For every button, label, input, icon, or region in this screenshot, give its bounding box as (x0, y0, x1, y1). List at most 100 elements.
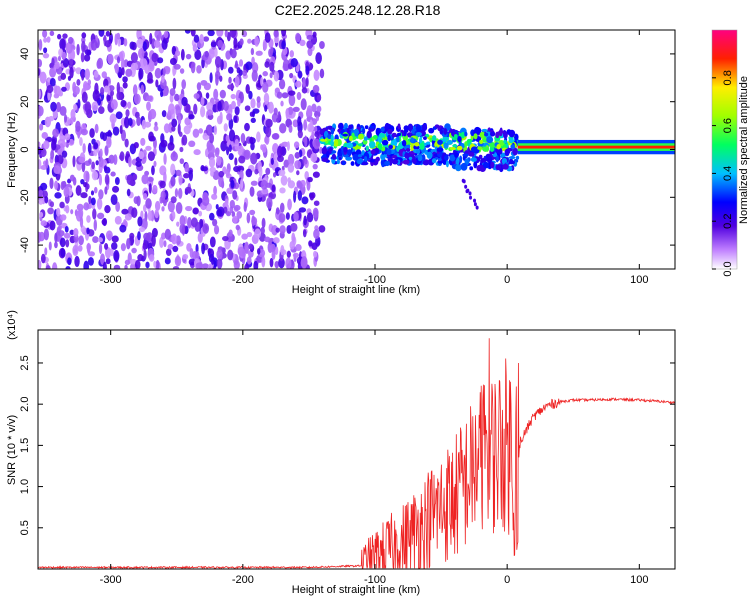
noise-blob (181, 96, 188, 107)
noise-blob (57, 55, 62, 62)
noise-blob (105, 258, 111, 265)
noise-blob (216, 209, 223, 217)
noise-blob (69, 229, 75, 236)
noise-blob (213, 185, 217, 196)
noise-blob (175, 169, 182, 177)
noise-blob (242, 69, 248, 77)
noise-blob (58, 230, 65, 237)
noise-blob (125, 109, 130, 118)
noise-blob (219, 89, 226, 99)
noise-blob (116, 81, 121, 94)
noise-blob (208, 212, 215, 221)
signal-blob (402, 159, 410, 165)
noise-blob (80, 128, 88, 136)
noise-blob (303, 119, 308, 131)
noise-blob (94, 123, 99, 134)
noise-blob (281, 92, 289, 99)
noise-blob (143, 249, 147, 260)
signal-blob (453, 134, 458, 139)
noise-blob (50, 101, 57, 112)
noise-blob (249, 111, 254, 117)
noise-blob (114, 176, 120, 185)
noise-blob (123, 38, 128, 47)
noise-blob (170, 151, 178, 162)
noise-blob (201, 242, 206, 255)
noise-blob (181, 134, 188, 146)
x-tick-label: -100 (364, 274, 386, 286)
noise-blob (262, 71, 269, 77)
noise-blob (224, 198, 229, 207)
signal-blob (426, 141, 431, 145)
noise-blob (164, 228, 172, 240)
noise-blob (223, 100, 229, 112)
noise-blob (293, 190, 297, 203)
spectrogram-ylabel: Frequency (Hz) (6, 112, 18, 188)
noise-blob (136, 116, 141, 127)
signal-band (319, 122, 520, 210)
noise-blob (132, 173, 138, 181)
noise-blob (205, 124, 213, 136)
noise-blob (195, 243, 199, 254)
noise-blob (90, 197, 96, 206)
noise-blob (61, 150, 68, 158)
noise-blob (121, 67, 125, 76)
noise-blob (297, 190, 302, 201)
noise-blob (170, 196, 177, 204)
noise-blob (210, 257, 215, 265)
noise-blob (138, 67, 144, 80)
snr-frame (37, 329, 676, 570)
noise-blob (264, 32, 271, 43)
noise-blob (185, 103, 191, 113)
noise-blob (216, 30, 224, 38)
noise-blob (280, 100, 284, 107)
noise-blob (131, 247, 137, 254)
noise-blob (86, 243, 92, 251)
noise-blob (102, 261, 107, 269)
noise-blob (207, 248, 212, 255)
signal-blob (364, 155, 368, 162)
noise-blob (265, 167, 271, 176)
noise-blob (273, 30, 279, 38)
noise-blob (281, 141, 289, 148)
noise-blob (311, 130, 315, 140)
noise-blob (240, 178, 244, 190)
signal-blob (473, 133, 478, 140)
noise-blob (246, 212, 251, 224)
noise-blob (103, 165, 108, 172)
noise-blob (175, 202, 183, 214)
spectrogram-xlabel: Height of straight line (km) (292, 284, 420, 296)
noise-blob (268, 48, 273, 58)
noise-blob (49, 201, 55, 208)
signal-blob (470, 157, 477, 162)
signal-blob (499, 140, 505, 147)
noise-blob (217, 100, 222, 112)
signal-blob (377, 142, 383, 150)
signal-blob (380, 126, 385, 132)
noise-blob (289, 50, 295, 58)
noise-blob (202, 195, 210, 207)
noise-blob (193, 34, 200, 43)
noise-blob (218, 175, 224, 188)
noise-blob (228, 144, 232, 152)
noise-blob (93, 142, 99, 150)
signal-blob (498, 128, 503, 137)
y-tick-label: 1.0 (19, 479, 31, 494)
streak-blob (466, 188, 470, 193)
noise-blob (113, 264, 121, 269)
noise-blob (40, 182, 48, 191)
noise-blob (316, 94, 322, 102)
noise-blob (68, 36, 74, 44)
signal-blob (495, 131, 500, 139)
noise-blob (72, 85, 80, 95)
noise-blob (251, 69, 258, 82)
signal-blob (504, 148, 510, 157)
noise-blob (167, 243, 174, 250)
signal-blob (374, 147, 380, 154)
noise-blob (38, 198, 44, 205)
noise-blob (159, 236, 164, 248)
streak-blob (473, 198, 477, 203)
signal-blob (431, 158, 437, 164)
noise-blob (103, 85, 110, 93)
noise-blob (130, 263, 137, 269)
noise-blob (244, 263, 249, 269)
